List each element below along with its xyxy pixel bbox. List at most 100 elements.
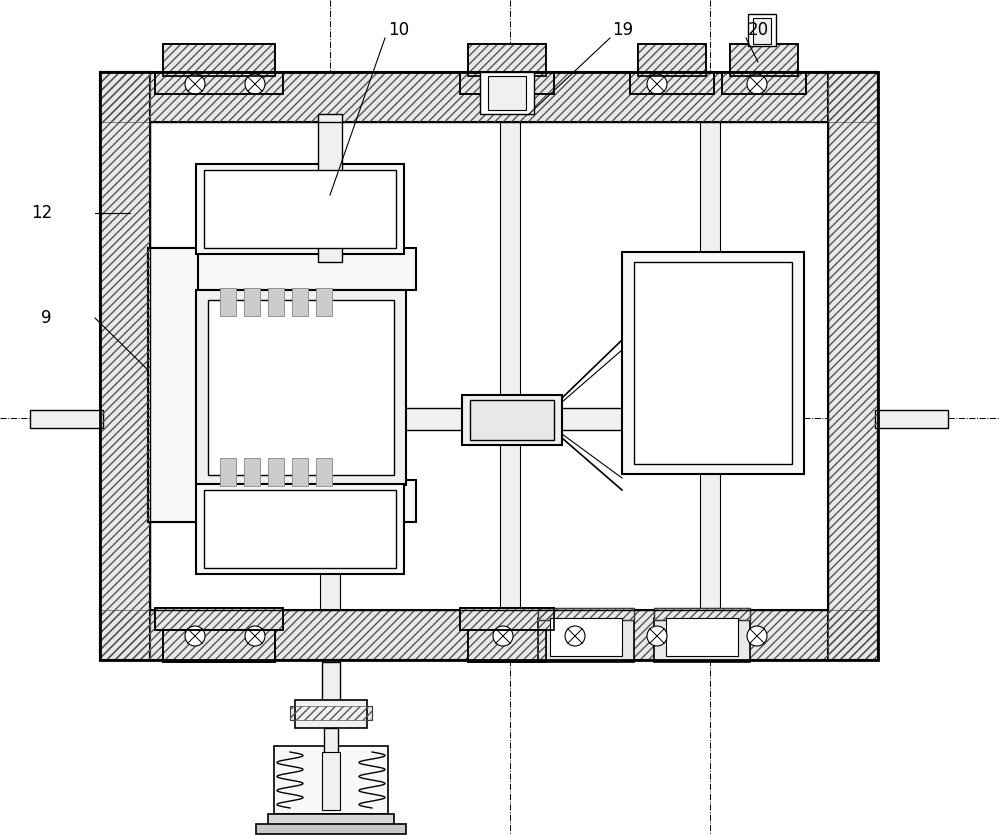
Bar (722, 72, 806, 94)
Bar (100, 72, 878, 122)
Bar (318, 114, 342, 262)
Bar (163, 44, 275, 76)
Circle shape (565, 626, 585, 646)
Bar (292, 458, 308, 486)
Bar (468, 44, 546, 76)
Bar (468, 630, 546, 662)
Bar (163, 630, 275, 662)
Bar (320, 92, 340, 626)
Bar (100, 72, 150, 660)
Bar (244, 288, 260, 316)
Bar (468, 44, 546, 76)
Text: 19: 19 (612, 21, 633, 39)
Bar (722, 72, 806, 94)
Bar (460, 72, 554, 94)
Text: 12: 12 (31, 204, 52, 222)
Bar (155, 72, 283, 94)
Bar (622, 252, 804, 474)
Bar (316, 288, 332, 316)
Bar (274, 746, 388, 814)
Circle shape (493, 626, 513, 646)
Bar (155, 72, 283, 94)
Bar (480, 72, 534, 114)
Bar (100, 610, 878, 660)
Bar (268, 814, 394, 826)
Bar (163, 630, 275, 662)
Bar (155, 608, 283, 630)
Bar (148, 248, 416, 290)
Bar (155, 72, 283, 94)
Bar (460, 608, 554, 630)
Text: 20: 20 (748, 21, 769, 39)
Bar (204, 170, 396, 248)
Bar (163, 44, 275, 76)
Bar (268, 288, 284, 316)
Circle shape (747, 626, 767, 646)
Bar (316, 458, 332, 486)
Bar (460, 608, 554, 630)
Bar (730, 44, 798, 76)
Bar (208, 300, 394, 475)
Bar (163, 44, 275, 76)
Bar (295, 700, 367, 728)
Bar (30, 410, 103, 428)
Bar (244, 458, 260, 486)
Bar (322, 752, 340, 810)
Bar (468, 630, 546, 662)
Bar (722, 72, 806, 94)
Bar (828, 72, 878, 660)
Bar (470, 400, 554, 440)
Bar (630, 72, 714, 94)
Bar (100, 72, 150, 660)
Bar (150, 122, 828, 610)
Bar (256, 824, 406, 834)
Bar (468, 44, 546, 76)
Bar (666, 618, 738, 656)
Bar (634, 262, 792, 464)
Bar (638, 44, 706, 76)
Bar (196, 290, 406, 485)
Bar (630, 72, 714, 94)
Bar (730, 44, 798, 76)
Bar (324, 728, 338, 778)
Bar (550, 618, 622, 656)
Bar (204, 490, 396, 568)
Bar (654, 618, 750, 662)
Bar (100, 72, 878, 122)
Bar (875, 410, 948, 428)
Bar (538, 608, 634, 620)
Circle shape (245, 626, 265, 646)
Bar (630, 72, 714, 94)
Bar (468, 630, 546, 662)
Bar (638, 44, 706, 76)
Bar (748, 14, 776, 46)
Bar (322, 662, 340, 718)
Bar (700, 92, 720, 626)
Bar (460, 72, 554, 94)
Bar (753, 18, 771, 44)
Circle shape (493, 74, 513, 94)
Bar (148, 480, 416, 522)
Bar (196, 164, 404, 254)
Circle shape (747, 74, 767, 94)
Bar (460, 72, 554, 94)
Circle shape (245, 74, 265, 94)
Bar (148, 248, 198, 522)
Bar (268, 458, 284, 486)
Bar (462, 395, 562, 445)
Bar (292, 288, 308, 316)
Circle shape (647, 74, 667, 94)
Bar (155, 608, 283, 630)
Bar (155, 608, 283, 630)
Circle shape (647, 626, 667, 646)
Bar (163, 630, 275, 662)
Bar (150, 408, 750, 430)
Bar (196, 484, 404, 574)
Bar (220, 288, 236, 316)
Bar (220, 458, 236, 486)
Text: 9: 9 (42, 309, 52, 327)
Bar (538, 608, 634, 620)
Text: 10: 10 (388, 21, 409, 39)
Bar (538, 618, 634, 662)
Circle shape (185, 626, 205, 646)
